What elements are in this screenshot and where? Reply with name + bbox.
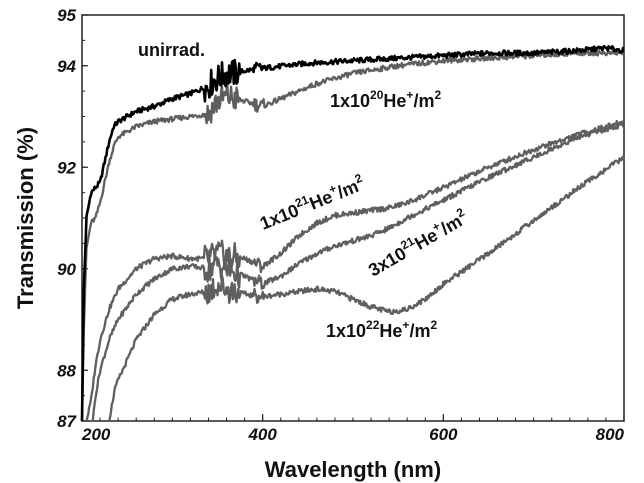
- x-tick-label: 400: [247, 425, 277, 444]
- x-tick-label: 800: [596, 425, 625, 444]
- annotation-unirrad: unirrad.: [138, 40, 205, 60]
- series-line: [85, 119, 625, 422]
- annotation-1e22: 1x1022He+/m2: [326, 318, 437, 341]
- series-line: [80, 49, 625, 422]
- y-tick-label: 95: [57, 6, 76, 25]
- x-axis-title: Wavelength (nm): [265, 457, 441, 482]
- y-tick-label: 88: [57, 361, 76, 380]
- series-layer: [80, 44, 626, 422]
- annotation-1e20: 1x1020He+/m2: [330, 88, 441, 111]
- y-tick-label: 94: [57, 57, 76, 76]
- y-tick-label: 87: [57, 412, 77, 431]
- plot-frame: [81, 14, 625, 422]
- x-tick-label: 200: [81, 425, 111, 444]
- series-line: [91, 121, 625, 422]
- y-axis-title: Transmission (%): [13, 127, 38, 309]
- y-tick-label: 92: [57, 158, 76, 177]
- x-axis-ticks: 200 400 600 800: [81, 414, 625, 444]
- annotation-3e21: 3x1021He+/m2: [364, 205, 472, 281]
- x-tick-label: 600: [429, 425, 458, 444]
- y-tick-label: 90: [57, 260, 76, 279]
- series-line: [80, 44, 625, 422]
- series-line: [107, 154, 626, 422]
